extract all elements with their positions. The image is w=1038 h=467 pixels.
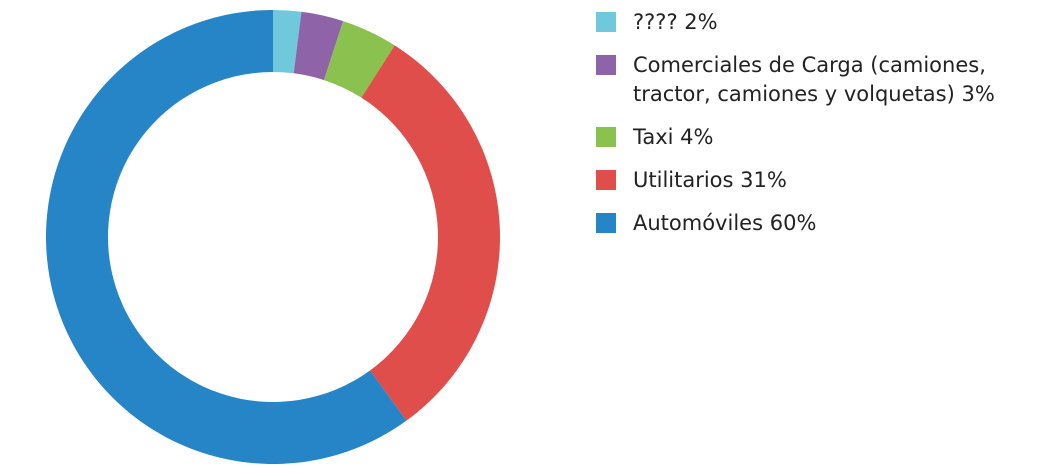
legend-text: Utilitarios 31% [633, 166, 1003, 195]
donut-slice [323, 21, 395, 98]
legend-text: Automóviles 60% [633, 209, 1003, 238]
legend-label: Comerciales de Carga (camiones, tractor,… [633, 53, 986, 106]
legend-swatch [596, 213, 616, 233]
legend-swatch [596, 127, 616, 147]
legend-item: ???? 2% [596, 8, 1016, 37]
legend-swatch [596, 12, 616, 32]
legend: ???? 2% Comerciales de Carga (camiones, t… [596, 8, 1016, 252]
legend-value: 60% [769, 211, 817, 235]
legend-value: 31% [740, 168, 787, 192]
chart [45, 10, 500, 465]
legend-text: ???? 2% [633, 8, 1003, 37]
donut-slice [361, 45, 500, 421]
legend-item: Automóviles 60% [596, 209, 1016, 238]
legend-item: Taxi 4% [596, 123, 1016, 152]
legend-swatch [596, 170, 616, 190]
legend-text: Taxi 4% [633, 123, 1003, 152]
legend-label: Utilitarios [633, 168, 734, 192]
legend-item: Utilitarios 31% [596, 166, 1016, 195]
legend-label: ???? [633, 10, 678, 34]
legend-value: 4% [680, 125, 714, 149]
donut-slice [45, 10, 407, 465]
legend-value: 2% [684, 10, 718, 34]
donut-slice [293, 11, 344, 81]
donut-slice [273, 10, 302, 74]
legend-swatch [596, 55, 616, 75]
legend-label: Automóviles [633, 211, 764, 235]
legend-value: 3% [961, 82, 995, 106]
legend-item: Comerciales de Carga (camiones, tractor,… [596, 51, 1016, 109]
legend-label: Taxi [633, 125, 674, 149]
legend-text: Comerciales de Carga (camiones, tractor,… [633, 51, 1003, 109]
